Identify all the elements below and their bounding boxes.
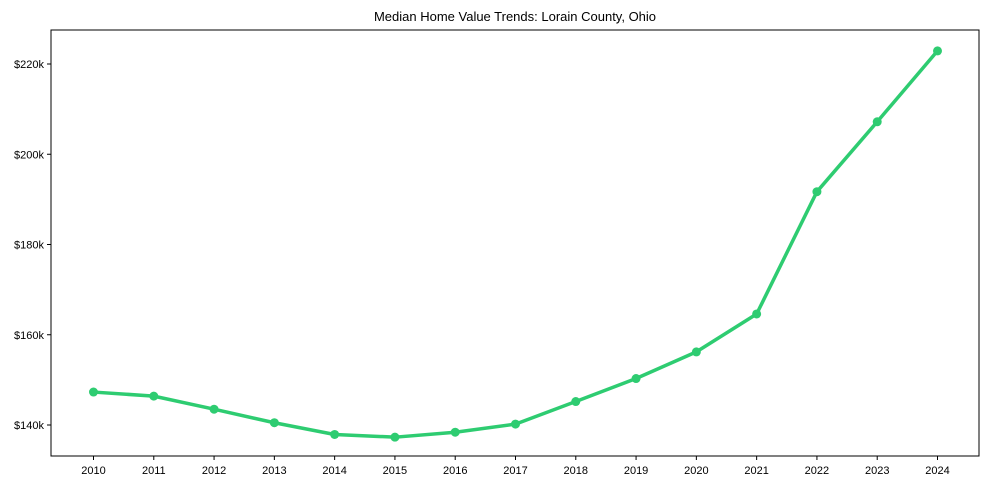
data-point-marker xyxy=(450,427,460,437)
x-tick-label: 2014 xyxy=(322,465,346,477)
data-point-marker xyxy=(691,347,701,357)
x-tick-label: 2015 xyxy=(383,465,407,477)
data-point-marker xyxy=(752,309,762,319)
data-point-marker xyxy=(872,117,882,127)
data-point-marker xyxy=(571,397,581,407)
data-series xyxy=(89,46,942,442)
x-axis: 2010 2011 2012 2013 2014 2015 2016 2017 2018 2019… xyxy=(81,456,950,477)
x-tick-label: 2012 xyxy=(202,465,226,477)
y-tick-label: $160k xyxy=(14,330,44,342)
data-point-marker xyxy=(269,418,279,428)
x-tick-label: 2022 xyxy=(805,465,829,477)
plot-area-frame xyxy=(50,29,980,457)
data-point-marker xyxy=(209,404,219,414)
x-tick-label: 2020 xyxy=(684,465,708,477)
x-tick-label: 2017 xyxy=(503,465,527,477)
x-tick-label: 2018 xyxy=(564,465,588,477)
data-point-marker xyxy=(511,419,520,429)
x-tick-label: 2013 xyxy=(262,465,286,477)
x-tick-label: 2011 xyxy=(142,465,166,477)
data-point-marker xyxy=(89,387,98,397)
x-tick-label: 2016 xyxy=(443,465,467,477)
data-point-marker xyxy=(149,391,159,401)
x-tick-label: 2019 xyxy=(624,465,648,477)
chart-title: Median Home Value Trends: Lorain County,… xyxy=(374,9,656,24)
data-point-marker xyxy=(812,187,822,197)
y-tick-label: $200k xyxy=(14,149,44,161)
data-point-marker xyxy=(390,432,400,442)
x-tick-label: 2021 xyxy=(744,465,768,477)
series-line xyxy=(93,49,939,439)
x-tick-label: 2010 xyxy=(81,465,105,477)
x-tick-label: 2023 xyxy=(865,465,889,477)
y-tick-label: $220k xyxy=(14,59,44,71)
y-tick-label: $140k xyxy=(14,420,44,432)
data-point-marker xyxy=(631,374,641,384)
data-point-marker xyxy=(330,429,340,439)
x-tick-label: 2024 xyxy=(925,465,949,477)
y-axis: $140k $160k $180k $200k $220k xyxy=(14,59,51,432)
data-point-marker xyxy=(933,46,942,56)
y-tick-label: $180k xyxy=(14,240,44,252)
